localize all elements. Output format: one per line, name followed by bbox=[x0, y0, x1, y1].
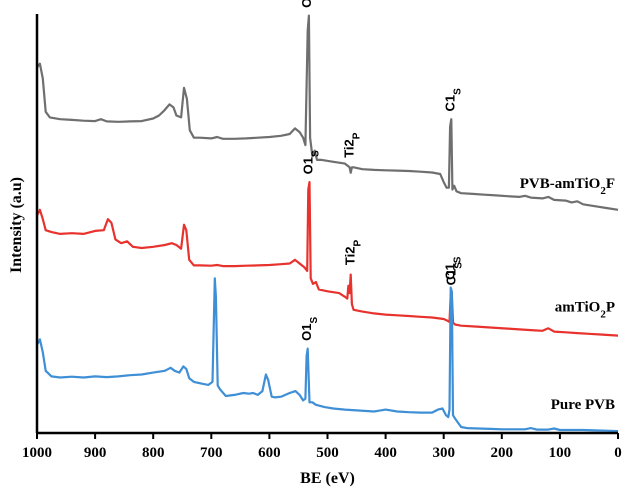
series-label-1: PVB-amTiO2F bbox=[520, 176, 615, 197]
peak-label-3: C1S bbox=[443, 88, 464, 112]
x-tick-label: 0 bbox=[614, 445, 622, 461]
series-label-3: Pure PVB bbox=[551, 397, 615, 413]
peak-label-7: O1S bbox=[299, 317, 320, 341]
x-tick-label: 200 bbox=[491, 445, 514, 461]
peak-label-1: O1S bbox=[299, 0, 320, 8]
series-line-2 bbox=[36, 181, 619, 337]
series-line-3 bbox=[36, 277, 619, 433]
x-tick-label: 500 bbox=[316, 445, 339, 461]
peak-label-5: Ti2P bbox=[343, 240, 364, 266]
peak-label-2: Ti2P bbox=[342, 132, 363, 158]
series-label-2: amTiO2P bbox=[555, 300, 615, 321]
x-tick-label: 400 bbox=[374, 445, 397, 461]
axes: BE (eV) Intensity (a.u) bbox=[8, 14, 618, 487]
y-axis-title: Intensity (a.u) bbox=[8, 177, 25, 273]
peak-label-4: O1S bbox=[300, 150, 321, 174]
series-line-1 bbox=[36, 14, 619, 211]
x-axis-title: BE (eV) bbox=[300, 470, 355, 487]
peak-label-6: C1S bbox=[443, 262, 464, 286]
x-ticks: 1000 900 800 700 600 500 400 300 200 100 0 bbox=[22, 433, 622, 461]
x-tick-label: 900 bbox=[84, 445, 107, 461]
x-tick-label: 700 bbox=[200, 445, 223, 461]
series-layer: PVB-amTiO2F amTiO2P Pure PVB bbox=[36, 14, 619, 433]
x-tick-label: 100 bbox=[549, 445, 572, 461]
peak-label-8: C1S bbox=[443, 256, 464, 280]
x-tick-label: 1000 bbox=[22, 445, 52, 461]
x-tick-label: 600 bbox=[258, 445, 281, 461]
peak-label-layer: O1S Ti2P C1S O1S Ti2P C1S O1S C1S bbox=[299, 0, 464, 341]
x-tick-label: 800 bbox=[142, 445, 165, 461]
x-tick-label: 300 bbox=[432, 445, 455, 461]
